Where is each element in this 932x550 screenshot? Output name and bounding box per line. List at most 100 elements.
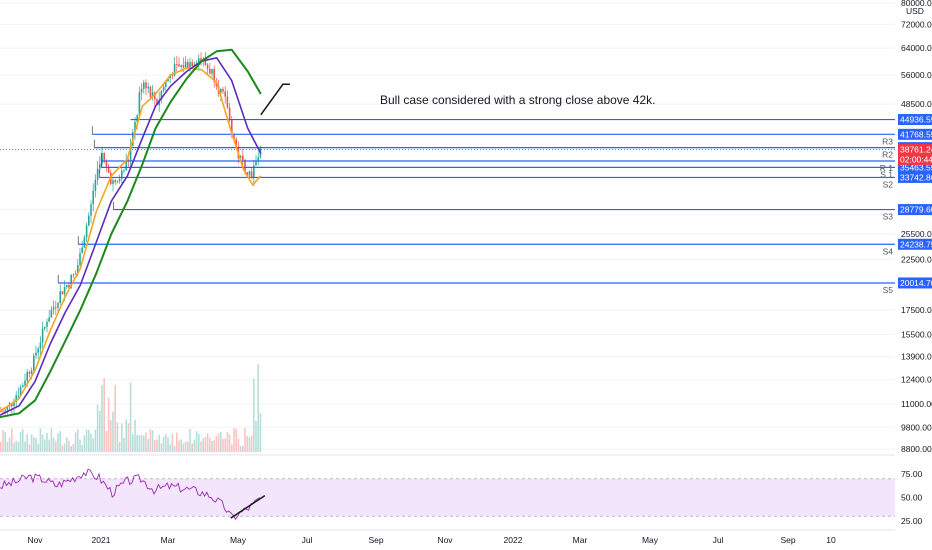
level-price-tag-text: 20014.70: [900, 278, 932, 288]
volume-bar: [250, 435, 253, 452]
time-tick-label: Sep: [368, 535, 383, 545]
volume-bar: [228, 434, 231, 452]
volume-bar: [211, 440, 213, 452]
volume-bar: [198, 433, 200, 452]
level-price-tag: [898, 238, 932, 250]
candle: [204, 58, 207, 65]
time-tick-label: Nov: [437, 535, 453, 545]
candle: [222, 88, 224, 92]
volume-bar: [83, 435, 86, 452]
volume-bar: [6, 441, 9, 452]
volume-bar: [182, 443, 185, 452]
volume-bar: [72, 444, 75, 452]
candle: [81, 247, 83, 254]
price-tick-label: 9800.00: [901, 422, 932, 432]
price-axis-panel[interactable]: [898, 0, 932, 550]
volume-bar: [17, 441, 20, 452]
candle: [48, 317, 50, 322]
candle: [39, 342, 42, 349]
volume-bar: [33, 437, 35, 452]
candle: [138, 92, 141, 116]
level-label: S 1: [880, 169, 893, 179]
candle: [156, 99, 158, 106]
volume-bar: [63, 443, 66, 452]
candle: [228, 107, 231, 120]
volume-bar: [226, 431, 229, 452]
volume-bar: [191, 443, 193, 452]
volume-bar: [145, 432, 147, 452]
trend-arrow[interactable]: [260, 83, 290, 116]
volume-bar: [165, 434, 167, 452]
time-tick-label: Mar: [573, 535, 588, 545]
volume-bar: [248, 437, 251, 452]
candle: [24, 380, 26, 386]
rsi-trendline[interactable]: [230, 494, 266, 519]
candle: [136, 115, 138, 122]
candle: [248, 171, 251, 176]
candle: [123, 170, 125, 172]
volume-bar: [112, 411, 114, 452]
level-price-tag: [898, 161, 932, 173]
candle: [154, 92, 156, 100]
volume-bar: [259, 413, 262, 452]
candle: [239, 155, 242, 159]
time-tick-label: Nov: [27, 535, 43, 545]
candle: [17, 395, 20, 397]
level-label: S5: [883, 285, 894, 295]
candle: [211, 69, 213, 74]
candle: [26, 372, 28, 381]
rsi-tick-label: 25.00: [901, 516, 923, 526]
volume-bar: [114, 384, 116, 452]
candle: [250, 171, 253, 179]
level-price-tag-text: 24238.75: [900, 239, 932, 249]
level-price-tag: [898, 277, 932, 289]
candle: [246, 172, 248, 176]
price-tick-label: 8800.00: [901, 444, 932, 454]
ma-line[interactable]: [0, 67, 262, 413]
candle: [70, 274, 72, 288]
volume-bar: [151, 430, 154, 452]
time-tick-label: 2022: [504, 535, 523, 545]
volume-bar: [200, 441, 202, 452]
ma-line[interactable]: [0, 56, 262, 416]
candle: [46, 321, 48, 327]
candle: [105, 160, 108, 167]
annotation-text: Bull case considered with a strong close…: [380, 93, 656, 107]
candle: [37, 348, 39, 353]
candle: [162, 86, 165, 91]
candle: [74, 273, 77, 275]
volume-bar: [154, 439, 156, 452]
candle: [112, 180, 114, 184]
candle: [79, 253, 81, 266]
volume-bar: [52, 437, 55, 452]
volume-bar: [160, 443, 163, 452]
volume-bar: [90, 433, 92, 452]
candle: [143, 82, 145, 89]
candle: [182, 65, 185, 68]
candle: [57, 302, 59, 308]
volume-bar: [59, 431, 61, 452]
volume-bar: [244, 428, 246, 452]
volume-bar: [257, 364, 259, 452]
volume-bar: [231, 444, 233, 452]
candle: [101, 152, 103, 164]
currency-label: USD: [906, 6, 924, 16]
volume-bar: [88, 429, 90, 452]
ma-line[interactable]: [0, 48, 262, 419]
candle: [167, 78, 169, 82]
candle: [244, 160, 246, 173]
volume-bar: [24, 441, 26, 452]
price-tick-label: 11000.00: [901, 399, 932, 409]
volume-bar: [96, 404, 99, 452]
volume-bar: [55, 441, 57, 452]
volume-bar: [92, 438, 94, 452]
volume-bar: [46, 432, 48, 452]
candle: [178, 64, 180, 67]
level-price-tag-text: 41768.55: [900, 129, 932, 139]
volume-bar: [173, 445, 176, 452]
rsi-line[interactable]: [0, 468, 260, 520]
price-tick-label: 13900.00: [901, 352, 932, 362]
candle: [253, 165, 255, 179]
level-price-tag-text: 35463.55: [900, 162, 932, 172]
